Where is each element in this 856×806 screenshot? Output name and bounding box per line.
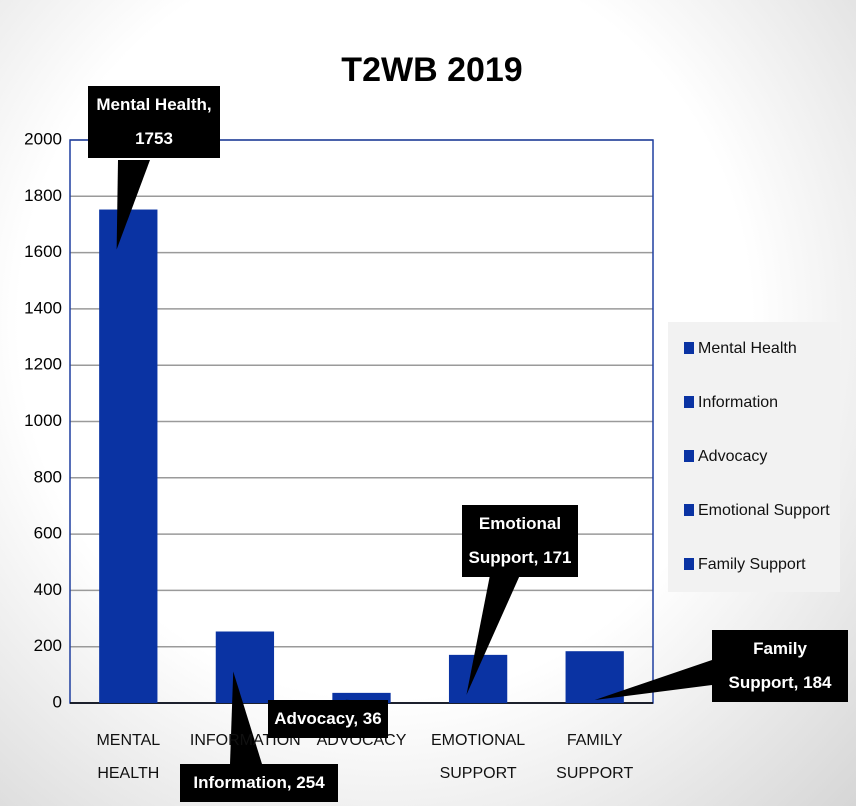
y-tick-label: 1800	[24, 186, 62, 205]
chart-title: T2WB 2019	[341, 51, 522, 89]
callout-pointer	[466, 575, 520, 695]
data-label: Emotional Support, 171	[462, 505, 578, 577]
bar	[99, 209, 158, 703]
bar	[215, 631, 275, 703]
legend-entry: Advocacy	[684, 448, 767, 466]
callout-pointer	[230, 671, 262, 764]
y-tick-label: 400	[34, 580, 62, 599]
legend-swatch	[684, 504, 694, 516]
y-tick-label: 800	[34, 467, 62, 486]
y-tick-label: 0	[53, 692, 62, 711]
legend-label: Family Support	[698, 556, 806, 573]
legend-box	[668, 322, 840, 592]
y-tick-label: 2000	[24, 129, 62, 148]
data-label: Family Support, 184	[712, 630, 848, 702]
y-tick-label: 200	[34, 636, 62, 655]
legend-entry: Family Support	[684, 556, 806, 574]
data-label: Information, 254	[180, 764, 338, 802]
callout-pointer	[116, 160, 150, 250]
y-tick-label: 1200	[24, 355, 62, 374]
x-tick-label: EMOTIONAL SUPPORT	[430, 732, 526, 782]
y-tick-label: 1000	[24, 411, 62, 430]
bar	[332, 692, 391, 703]
legend-swatch	[684, 396, 694, 408]
legend-swatch	[684, 450, 694, 462]
legend-swatch	[684, 342, 694, 354]
legend-label: Advocacy	[698, 448, 768, 465]
x-tick-label: FAMILY SUPPORT	[556, 732, 634, 782]
legend-entry: Emotional Support	[684, 502, 830, 520]
legend-label: Information	[698, 394, 779, 411]
legend-label: Mental Health	[698, 340, 797, 357]
data-label: Mental Health, 1753	[88, 86, 220, 158]
x-tick-label: MENTAL HEALTH	[96, 732, 161, 782]
legend-label: Emotional Support	[698, 502, 830, 519]
callout-pointer	[594, 660, 712, 700]
data-label: Advocacy, 36	[268, 700, 388, 738]
legend-entry: Mental Health	[684, 340, 797, 358]
y-tick-label: 1600	[24, 242, 62, 261]
y-tick-label: 600	[34, 524, 62, 543]
legend-swatch	[684, 558, 694, 570]
y-tick-label: 1400	[24, 298, 62, 317]
legend-entry: Information	[684, 394, 778, 412]
